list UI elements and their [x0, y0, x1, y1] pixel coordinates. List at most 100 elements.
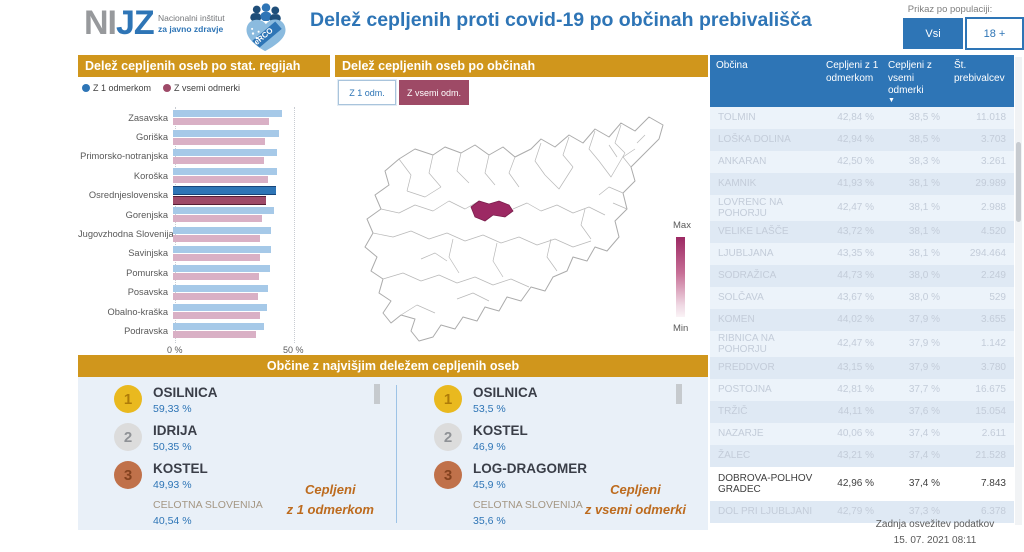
region-row: Zasavska — [78, 108, 330, 127]
top-list-dose1: 1 OSILNICA 59,33 % 2 IDRIJA 50,35 % 3 KOSTEL 49,… — [78, 377, 388, 530]
table-row[interactable]: LOVRENC NA POHORJU 42,47 % 38,1 % 2.988 — [710, 194, 1014, 221]
ranked-municipality[interactable]: 3 KOSTEL 49,93 % — [114, 461, 388, 491]
bar-dose1[interactable] — [173, 168, 277, 176]
ranked-municipality[interactable]: 1 OSILNICA 59,33 % — [114, 385, 388, 415]
legend-min-label: Min — [673, 323, 689, 334]
population-filter-vsi-button[interactable]: Vsi — [903, 18, 963, 49]
population-filter-18plus-button[interactable]: 18 + — [965, 17, 1024, 50]
municipality-name: VELIKE LAŠČE — [718, 226, 789, 237]
ranked-municipality[interactable]: 3 LOG-DRAGOMER 45,9 % — [434, 461, 708, 491]
bar-dose1[interactable] — [173, 284, 268, 292]
table-row[interactable]: PREDDVOR 43,15 % 37,9 % 3.780 — [710, 356, 1014, 379]
region-row: Koroška — [78, 166, 330, 185]
cell-value: 38,1 % — [908, 248, 940, 259]
cell-value: 2.249 — [980, 270, 1006, 281]
region-chart-panel: Delež cepljenih oseb po stat. regijah Z … — [78, 55, 330, 355]
table-row[interactable]: ANKARAN 42,50 % 38,3 % 3.261 — [710, 150, 1014, 173]
logo-ni: NI — [84, 4, 117, 42]
bar-all-doses[interactable] — [173, 273, 260, 281]
table-scrollbar-thumb[interactable] — [1016, 142, 1021, 222]
municipality-name: ANKARAN — [718, 156, 767, 167]
region-row: Obalno-kraška — [78, 302, 330, 321]
bar-dose1[interactable] — [173, 304, 267, 312]
bar-all-doses[interactable] — [173, 292, 258, 300]
cell-value: 43,72 % — [837, 226, 874, 237]
cell-value: 38,5 % — [908, 112, 940, 123]
table-row[interactable]: LJUBLJANA 43,35 % 38,1 % 294.464 — [710, 242, 1014, 265]
table-row[interactable]: TRŽIČ 44,11 % 37,6 % 15.054 — [710, 400, 1014, 423]
all-doses-toggle-button[interactable]: Z vsemi odm. — [399, 80, 469, 105]
dose1-toggle-button[interactable]: Z 1 odm. — [338, 80, 396, 105]
cell-value: 42,47 % — [837, 202, 874, 213]
table-row[interactable]: SOLČAVA 43,67 % 38,0 % 529 — [710, 286, 1014, 309]
table-row[interactable]: ŽALEC 43,21 % 37,4 % 21.528 — [710, 444, 1014, 467]
last-refresh-label: Zadnja osvežitev podatkov — [875, 519, 995, 530]
table-row[interactable]: RIBNICA NA POHORJU 42,47 % 37,9 % 1.142 — [710, 330, 1014, 357]
all-doses-list-scrollbar-thumb[interactable] — [676, 384, 682, 404]
bar-all-doses[interactable] — [173, 234, 260, 242]
population-filter-label: Prikaz po populaciji: — [907, 4, 993, 15]
region-label: Zasavska — [128, 112, 168, 123]
bar-dose1[interactable] — [173, 110, 282, 118]
cell-value: 15.054 — [975, 406, 1006, 417]
column-header[interactable]: Št. prebivalcev — [954, 60, 1005, 84]
bar-dose1[interactable] — [173, 265, 270, 273]
bar-all-doses[interactable] — [173, 253, 261, 261]
bar-dose1[interactable] — [173, 129, 279, 137]
caption-line: Cepljeni — [305, 481, 356, 497]
region-label: Primorsko-notranjska — [80, 151, 168, 162]
cell-value: 43,15 % — [837, 362, 874, 373]
table-row[interactable]: KAMNIK 41,93 % 38,1 % 29.989 — [710, 172, 1014, 195]
dose1-list-scrollbar-thumb[interactable] — [374, 384, 380, 404]
bar-all-doses[interactable] — [173, 312, 260, 320]
bar-all-doses[interactable] — [173, 215, 262, 223]
table-row[interactable]: KOMEN 44,02 % 37,9 % 3.655 — [710, 308, 1014, 331]
bar-dose1[interactable] — [173, 226, 272, 234]
cell-value: 38,1 % — [908, 178, 940, 189]
highlighted-municipality-dobrova-polhov-gradec[interactable] — [470, 200, 514, 222]
gridline-0pct — [175, 107, 176, 343]
bar-dose1[interactable] — [173, 323, 265, 331]
table-row[interactable]: TOLMIN 42,84 % 38,5 % 11.018 — [710, 106, 1014, 129]
top-panel-body: 1 OSILNICA 59,33 % 2 IDRIJA 50,35 % 3 KOSTEL 49,… — [78, 377, 708, 530]
table-row[interactable]: POSTOJNA 42,81 % 37,7 % 16.675 — [710, 378, 1014, 401]
bar-all-doses[interactable] — [173, 118, 269, 126]
column-header[interactable]: Občina — [716, 60, 748, 71]
table-row[interactable]: LOŠKA DOLINA 42,94 % 38,5 % 3.703 — [710, 128, 1014, 151]
bar-all-doses[interactable] — [173, 176, 268, 184]
bar-dose1[interactable] — [173, 185, 277, 195]
table-row[interactable]: SODRAŽICA 44,73 % 38,0 % 2.249 — [710, 264, 1014, 287]
table-row[interactable]: NAZARJE 40,06 % 37,4 % 2.611 — [710, 422, 1014, 445]
column-header[interactable]: Cepljeni z 1 odmerkom — [826, 60, 879, 84]
bar-all-doses[interactable] — [173, 195, 266, 205]
bar-dose1[interactable] — [173, 245, 271, 253]
region-label: Koroška — [133, 170, 168, 181]
column-header[interactable]: Cepljeni z vsemi odmerki ▼ — [882, 60, 948, 104]
region-row: Posavska — [78, 283, 330, 302]
region-panel-title: Delež cepljenih oseb po stat. regijah — [78, 55, 330, 77]
municipality-name: PREDDVOR — [718, 362, 775, 373]
table-row[interactable]: DOBROVA-POLHOV GRADEC 42,96 % 37,4 % 7.843 — [710, 466, 1014, 501]
table-row[interactable]: DOL PRI LJUBLJANI 42,79 % 37,3 % 6.378 — [710, 500, 1014, 523]
cell-value: 42,47 % — [837, 338, 874, 349]
cell-value: 6.378 — [980, 506, 1006, 517]
bar-all-doses[interactable] — [173, 156, 265, 164]
ranked-municipality[interactable]: 1 OSILNICA 53,5 % — [434, 385, 708, 415]
bar-dose1[interactable] — [173, 207, 275, 215]
cell-value: 44,73 % — [837, 270, 874, 281]
municipality-map-panel: Delež cepljenih oseb po občinah Z 1 odm.… — [335, 55, 708, 352]
table-row[interactable]: VELIKE LAŠČE 43,72 % 38,1 % 4.520 — [710, 220, 1014, 243]
table-scrollbar[interactable] — [1015, 57, 1022, 525]
region-row: Primorsko-notranjska — [78, 147, 330, 166]
bar-dose1[interactable] — [173, 148, 277, 156]
cell-value: 3.655 — [980, 314, 1006, 325]
ranked-municipality[interactable]: 2 KOSTEL 46,9 % — [434, 423, 708, 453]
bar-all-doses[interactable] — [173, 137, 266, 145]
cell-value: 21.528 — [975, 450, 1006, 461]
ranked-municipality[interactable]: 2 IDRIJA 50,35 % — [114, 423, 388, 453]
region-row: Savinjska — [78, 244, 330, 263]
legend-item: Z vsemi odmerki — [163, 83, 240, 93]
slovenia-choropleth-map[interactable] — [337, 109, 667, 344]
bar-all-doses[interactable] — [173, 331, 257, 339]
